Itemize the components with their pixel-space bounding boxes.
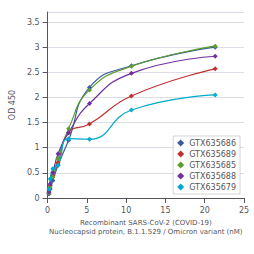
svg-text:5: 5: [84, 206, 89, 215]
svg-text:GTX635686: GTX635686: [189, 139, 236, 148]
svg-text:3.5: 3.5: [27, 18, 40, 27]
svg-text:1: 1: [35, 143, 40, 152]
svg-text:25: 25: [239, 206, 249, 215]
svg-text:1.5: 1.5: [27, 118, 40, 127]
svg-text:GTX635685: GTX635685: [189, 161, 236, 170]
svg-text:0: 0: [35, 194, 40, 203]
svg-text:0.5: 0.5: [27, 168, 40, 177]
svg-text:Nucleocapsid protein, B.1.1.52: Nucleocapsid protein, B.1.1.529 / Omicro…: [49, 228, 243, 236]
svg-text:Recombinant SARS-CoV-2 (COVID-: Recombinant SARS-CoV-2 (COVID-19): [80, 219, 212, 227]
svg-text:10: 10: [121, 206, 131, 215]
svg-text:GTX635689: GTX635689: [189, 150, 236, 159]
svg-text:2.5: 2.5: [27, 68, 40, 77]
svg-text:OD 450: OD 450: [8, 90, 17, 120]
svg-text:20: 20: [200, 206, 210, 215]
svg-text:15: 15: [160, 206, 170, 215]
svg-text:GTX635679: GTX635679: [189, 183, 236, 192]
svg-text:3: 3: [35, 43, 40, 52]
svg-text:2: 2: [35, 93, 40, 102]
svg-text:GTX635688: GTX635688: [189, 172, 236, 181]
svg-text:0: 0: [45, 206, 50, 215]
